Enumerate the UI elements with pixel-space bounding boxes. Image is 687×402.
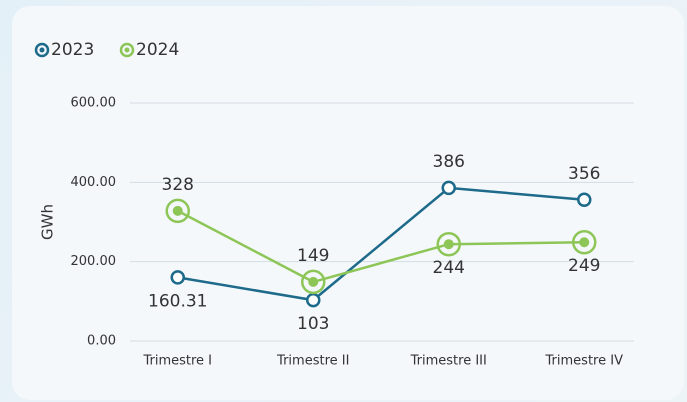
y-axis-label: GWh [39,204,57,240]
page: GWh 0.00 200.00 400.00 600.00 Trimestre I Tri… [0,0,687,402]
data-label: 160.31 [148,291,207,311]
y-tick-label: 600.00 [71,96,117,111]
point [444,239,454,249]
chart: GWh 0.00 200.00 400.00 600.00 Trimestre I Tri… [0,0,687,402]
point [443,182,455,194]
data-label: 249 [568,256,600,276]
legend-label: 2023 [51,40,94,60]
legend-label: 2024 [136,40,179,60]
legend-marker-dot [40,48,45,53]
x-tick-label: Trimestre IV [545,354,624,369]
point [307,294,319,306]
data-label: 356 [568,164,600,184]
point [579,237,589,247]
x-tick-label: Trimestre I [142,354,212,369]
point [578,194,590,206]
x-tick-label: Trimestre II [276,354,349,369]
data-label: 103 [297,314,329,334]
data-label: 244 [433,258,465,278]
y-tick-label: 400.00 [71,175,117,190]
data-label: 386 [433,152,465,172]
y-tick-label: 0.00 [87,334,116,349]
data-label: 328 [162,175,194,195]
point [172,271,184,283]
point [173,206,183,216]
x-tick-label: Trimestre III [410,354,487,369]
data-label: 149 [297,246,329,266]
point [308,277,318,287]
legend-marker-dot [125,48,130,53]
series-line [178,211,585,282]
y-tick-label: 200.00 [71,254,117,269]
